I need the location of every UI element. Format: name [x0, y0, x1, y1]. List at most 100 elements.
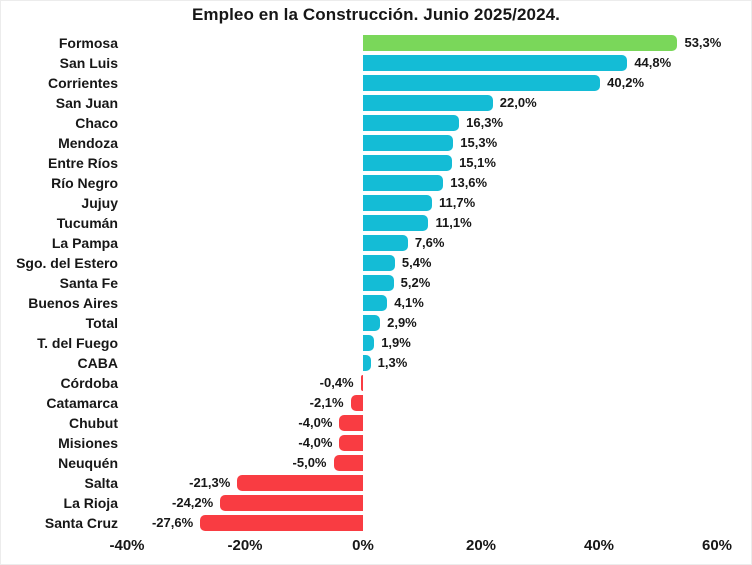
bar-row: Catamarca -2,1%	[1, 393, 751, 413]
category-label: Formosa	[58, 35, 118, 51]
category-label: Chubut	[69, 415, 118, 431]
bar	[339, 435, 363, 451]
category-label: Jujuy	[81, 195, 118, 211]
bar	[363, 275, 394, 291]
bar-row: San Luis 44,8%	[1, 53, 751, 73]
bar-track: 15,3%	[118, 133, 751, 153]
bar-track: 44,8%	[118, 53, 751, 73]
x-axis-tick-label: 20%	[465, 537, 497, 554]
bar-track: 13,6%	[118, 173, 751, 193]
category-label: Entre Ríos	[47, 155, 118, 171]
bar-row: San Juan 22,0%	[1, 93, 751, 113]
bar	[363, 355, 371, 371]
bar	[220, 495, 363, 511]
value-label: 53,3%	[684, 35, 722, 50]
bar-track: 1,3%	[118, 353, 751, 373]
bar-row: Río Negro 13,6%	[1, 173, 751, 193]
bar	[350, 395, 363, 411]
bar-track: -24,2%	[118, 493, 751, 513]
bar-track: 11,1%	[118, 213, 751, 233]
bar	[339, 415, 363, 431]
bar-row: Santa Fe 5,2%	[1, 273, 751, 293]
bar-track: -5,0%	[118, 453, 751, 473]
bar	[363, 235, 408, 251]
category-label: Corrientes	[47, 75, 118, 91]
bar-track: -4,0%	[118, 413, 751, 433]
value-label: 44,8%	[634, 55, 672, 70]
bar-row: Salta -21,3%	[1, 473, 751, 493]
bar-row: Tucumán 11,1%	[1, 213, 751, 233]
value-label: -4,0%	[298, 415, 333, 430]
bar-row: Córdoba -0,4%	[1, 373, 751, 393]
bar	[200, 515, 363, 531]
bar-row: Total 2,9%	[1, 313, 751, 333]
bar	[363, 255, 395, 271]
bar	[363, 135, 454, 151]
category-label: Buenos Aires	[28, 295, 118, 311]
category-label: Córdoba	[60, 375, 118, 391]
bar-track: -4,0%	[118, 433, 751, 453]
bar	[363, 195, 433, 211]
category-label: Salta	[84, 475, 118, 491]
bar	[363, 115, 460, 131]
value-label: 1,3%	[377, 355, 408, 370]
bar-track: -0,4%	[118, 373, 751, 393]
bar	[363, 95, 493, 111]
category-label: Tucumán	[56, 215, 118, 231]
bar	[360, 375, 363, 391]
bar-row: Buenos Aires 4,1%	[1, 293, 751, 313]
bar-row: T. del Fuego 1,9%	[1, 333, 751, 353]
bar-track: 16,3%	[118, 113, 751, 133]
bar	[363, 155, 453, 171]
value-label: 5,2%	[400, 275, 431, 290]
category-label: San Juan	[55, 95, 118, 111]
bar-row: Mendoza 15,3%	[1, 133, 751, 153]
bar-row: Entre Ríos 15,1%	[1, 153, 751, 173]
value-label: -27,6%	[151, 515, 194, 530]
bar-track: 5,4%	[118, 253, 751, 273]
category-label: T. del Fuego	[37, 335, 118, 351]
bar-row: Formosa 53,3%	[1, 33, 751, 53]
value-label: 5,4%	[401, 255, 432, 270]
chart-title: Empleo en la Construcción. Junio 2025/20…	[191, 5, 561, 24]
bar-row: Jujuy 11,7%	[1, 193, 751, 213]
x-axis-tick-label: 0%	[352, 537, 374, 554]
bar	[363, 175, 444, 191]
value-label: 22,0%	[499, 95, 537, 110]
bar	[363, 335, 375, 351]
category-label: La Rioja	[63, 495, 118, 511]
value-label: -2,1%	[309, 395, 344, 410]
bar	[363, 315, 381, 331]
bar-track: 7,6%	[118, 233, 751, 253]
bar	[363, 215, 429, 231]
bar-track: 5,2%	[118, 273, 751, 293]
bar-track: 53,3%	[118, 33, 751, 53]
bar-row: Santa Cruz -27,6%	[1, 513, 751, 533]
bar-track: 11,7%	[118, 193, 751, 213]
category-label: Santa Fe	[59, 275, 118, 291]
value-label: -24,2%	[172, 495, 214, 510]
category-label: Chaco	[75, 115, 118, 131]
bar-row: Corrientes 40,2%	[1, 73, 751, 93]
value-label: -0,4%	[319, 375, 354, 390]
value-label: 40,2%	[607, 75, 645, 90]
bar-track: 1,9%	[118, 333, 751, 353]
value-label: 15,1%	[459, 155, 496, 170]
bar-track: 22,0%	[118, 93, 751, 113]
value-label: -21,3%	[189, 475, 231, 490]
category-label: La Pampa	[51, 235, 118, 251]
bar-row: CABA 1,3%	[1, 353, 751, 373]
bar-row: Chubut -4,0%	[1, 413, 751, 433]
value-label: 11,7%	[439, 195, 476, 210]
value-label: 2,9%	[387, 315, 417, 330]
value-label: 16,3%	[466, 115, 504, 130]
bar-row: La Pampa 7,6%	[1, 233, 751, 253]
category-label: Mendoza	[58, 135, 118, 151]
value-label: -4,0%	[298, 435, 333, 450]
bar	[363, 75, 601, 91]
bar-track: 4,1%	[118, 293, 751, 313]
bar-row: Chaco 16,3%	[1, 113, 751, 133]
x-axis-tick-label: -20%	[227, 537, 263, 554]
bar	[363, 55, 628, 71]
